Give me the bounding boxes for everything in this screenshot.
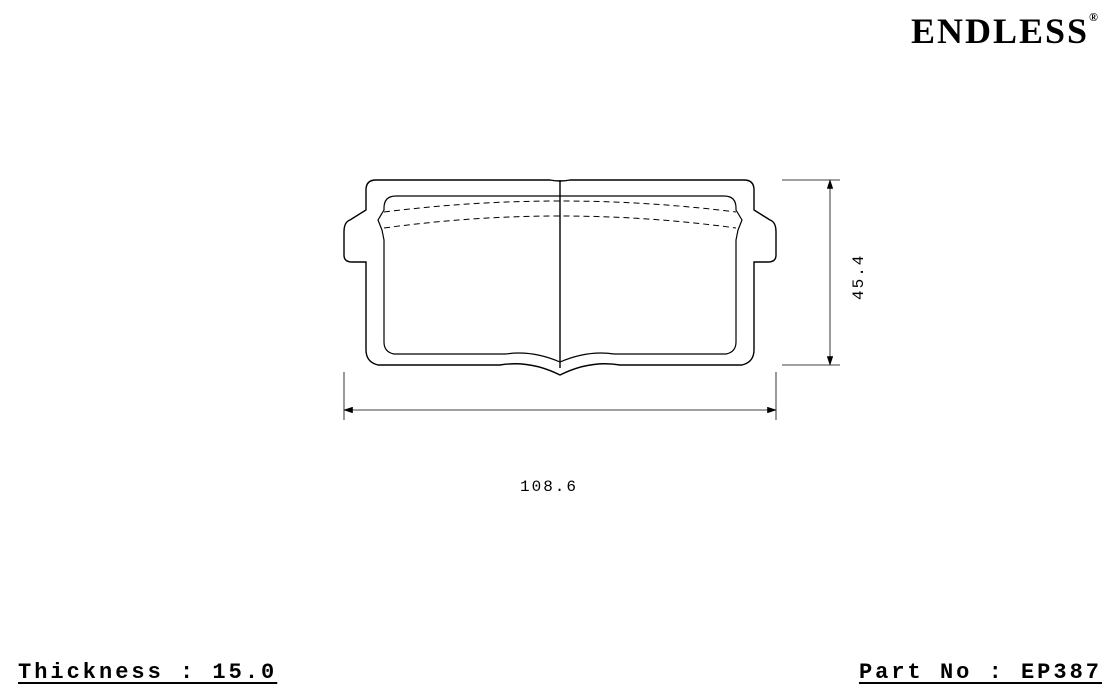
- width-dimension-label: 108.6: [520, 478, 578, 496]
- brand-logo: ENDLESS®: [911, 10, 1100, 52]
- thickness-label: Thickness : 15.0: [18, 660, 277, 685]
- technical-drawing: 108.6 45.4: [0, 100, 1120, 600]
- part-number-label: Part No : EP387: [859, 660, 1102, 685]
- logo-text: ENDLESS: [911, 11, 1089, 51]
- footer-bar: Thickness : 15.0 Part No : EP387: [18, 660, 1102, 685]
- height-dimension-label: 45.4: [850, 254, 868, 300]
- logo-mark: ®: [1089, 10, 1100, 24]
- drawing-svg: [0, 100, 1120, 600]
